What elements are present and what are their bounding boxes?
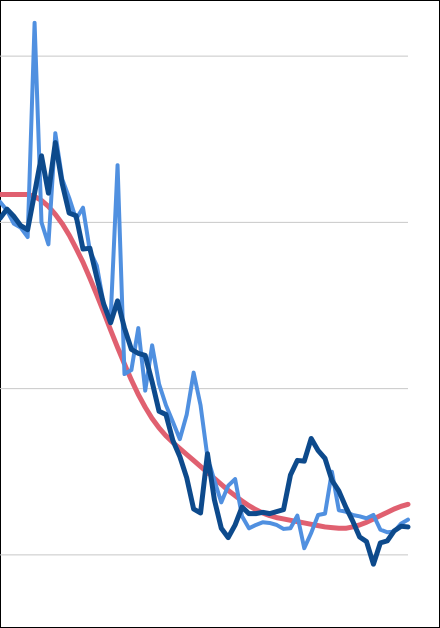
gridlines xyxy=(0,55,408,556)
series-line-3 xyxy=(0,140,411,567)
series-line-2 xyxy=(0,20,410,551)
series-lines xyxy=(0,20,411,567)
